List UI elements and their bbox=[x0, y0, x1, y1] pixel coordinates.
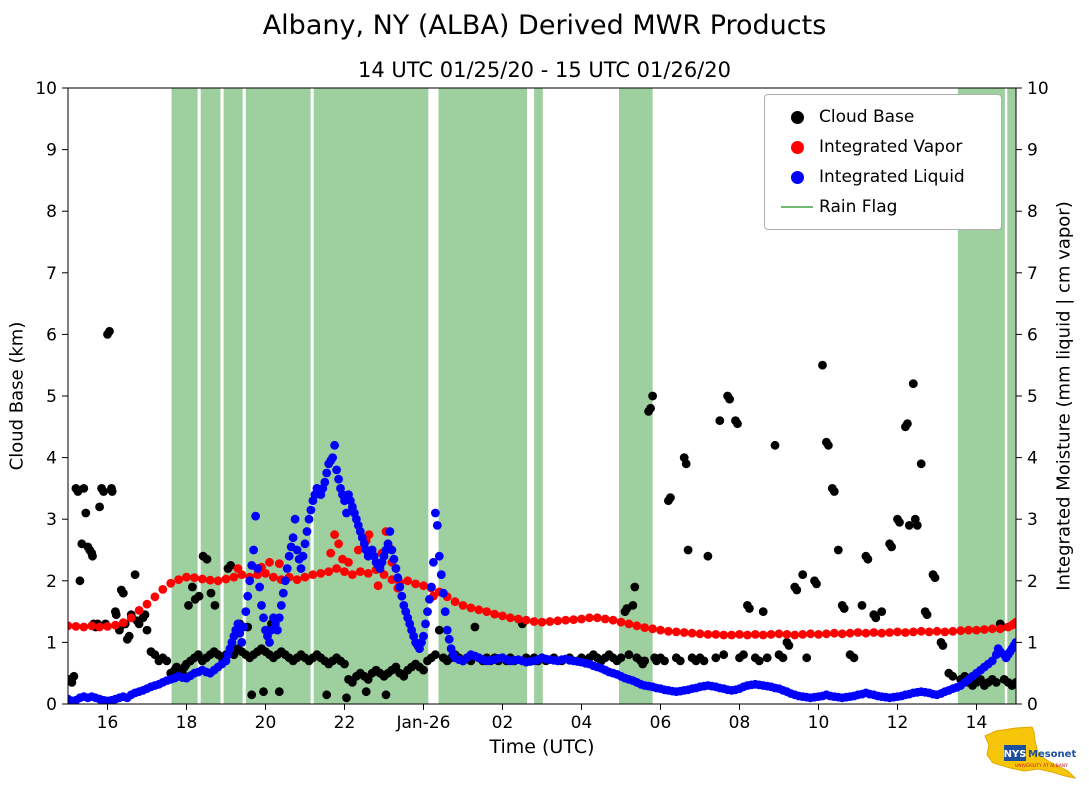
svg-text:3: 3 bbox=[1027, 510, 1038, 530]
logo-nys-box bbox=[1004, 745, 1026, 761]
legend-label-integrated-liquid: Integrated Liquid bbox=[819, 167, 965, 187]
axes bbox=[62, 87, 1022, 710]
svg-text:2: 2 bbox=[1027, 572, 1038, 592]
svg-text:06: 06 bbox=[650, 713, 672, 733]
legend-item-integrated-liquid: Integrated Liquid bbox=[775, 167, 991, 187]
svg-text:4: 4 bbox=[1027, 449, 1038, 469]
svg-text:6: 6 bbox=[46, 325, 57, 345]
svg-text:12: 12 bbox=[887, 713, 909, 733]
svg-text:22: 22 bbox=[334, 713, 356, 733]
svg-text:10: 10 bbox=[808, 713, 830, 733]
svg-text:7: 7 bbox=[1027, 264, 1038, 284]
logo-nys-text: NYS bbox=[1004, 749, 1027, 760]
svg-text:08: 08 bbox=[729, 713, 751, 733]
rain-flag-bands bbox=[171, 88, 1016, 704]
legend-item-rain-flag: Rain Flag bbox=[775, 197, 991, 217]
legend-item-integrated-vapor: Integrated Vapor bbox=[775, 137, 991, 157]
legend: Cloud Base Integrated Vapor Integrated L… bbox=[764, 94, 1002, 230]
svg-text:1: 1 bbox=[46, 633, 57, 653]
logo-tagline: UNIVERSITY AT ALBANY bbox=[1015, 763, 1068, 769]
ny-state-shape bbox=[984, 726, 1077, 779]
svg-text:4: 4 bbox=[46, 449, 57, 469]
logo-mesonet-text: Mesonet bbox=[1028, 749, 1076, 760]
svg-text:10: 10 bbox=[1027, 79, 1049, 99]
svg-text:9: 9 bbox=[46, 141, 57, 161]
y-axis-label-right: Integrated Moisture (mm liquid | cm vapo… bbox=[1053, 201, 1075, 591]
svg-text:Jan-26: Jan-26 bbox=[396, 713, 451, 733]
svg-text:0: 0 bbox=[46, 695, 57, 715]
integrated-vapor-marker-icon bbox=[775, 140, 819, 154]
svg-text:14: 14 bbox=[966, 713, 988, 733]
nys-mesonet-logo: NYS Mesonet UNIVERSITY AT ALBANY bbox=[980, 719, 1084, 797]
svg-text:02: 02 bbox=[492, 713, 514, 733]
legend-item-cloud-base: Cloud Base bbox=[775, 107, 991, 127]
svg-text:9: 9 bbox=[1027, 141, 1038, 161]
svg-text:1: 1 bbox=[1027, 633, 1038, 653]
svg-text:3: 3 bbox=[46, 510, 57, 530]
x-axis-label: Time (UTC) bbox=[489, 736, 595, 758]
svg-text:7: 7 bbox=[46, 264, 57, 284]
svg-text:20: 20 bbox=[255, 713, 277, 733]
legend-label-integrated-vapor: Integrated Vapor bbox=[819, 137, 963, 157]
svg-text:10: 10 bbox=[35, 79, 57, 99]
svg-text:16: 16 bbox=[97, 713, 119, 733]
svg-text:8: 8 bbox=[46, 202, 57, 222]
legend-label-cloud-base: Cloud Base bbox=[819, 107, 915, 127]
svg-text:04: 04 bbox=[571, 713, 593, 733]
chart-title: Albany, NY (ALBA) Derived MWR Products bbox=[262, 10, 827, 41]
cloud-base-marker-icon bbox=[775, 110, 819, 124]
svg-text:8: 8 bbox=[1027, 202, 1038, 222]
chart-subtitle: 14 UTC 01/25/20 - 15 UTC 01/26/20 bbox=[358, 58, 731, 82]
svg-text:5: 5 bbox=[46, 387, 57, 407]
nys-mesonet-logo-graphic: NYS Mesonet UNIVERSITY AT ALBANY bbox=[984, 726, 1077, 779]
svg-text:2: 2 bbox=[46, 572, 57, 592]
integrated-liquid-marker-icon bbox=[775, 170, 819, 184]
svg-text:0: 0 bbox=[1027, 695, 1038, 715]
svg-text:5: 5 bbox=[1027, 387, 1038, 407]
y-axis-label-left: Cloud Base (km) bbox=[6, 321, 28, 471]
rain-flag-line-icon bbox=[775, 206, 819, 208]
svg-text:18: 18 bbox=[176, 713, 198, 733]
integrated-liquid-points bbox=[68, 440, 1016, 704]
legend-label-rain-flag: Rain Flag bbox=[819, 197, 898, 217]
svg-text:6: 6 bbox=[1027, 325, 1038, 345]
